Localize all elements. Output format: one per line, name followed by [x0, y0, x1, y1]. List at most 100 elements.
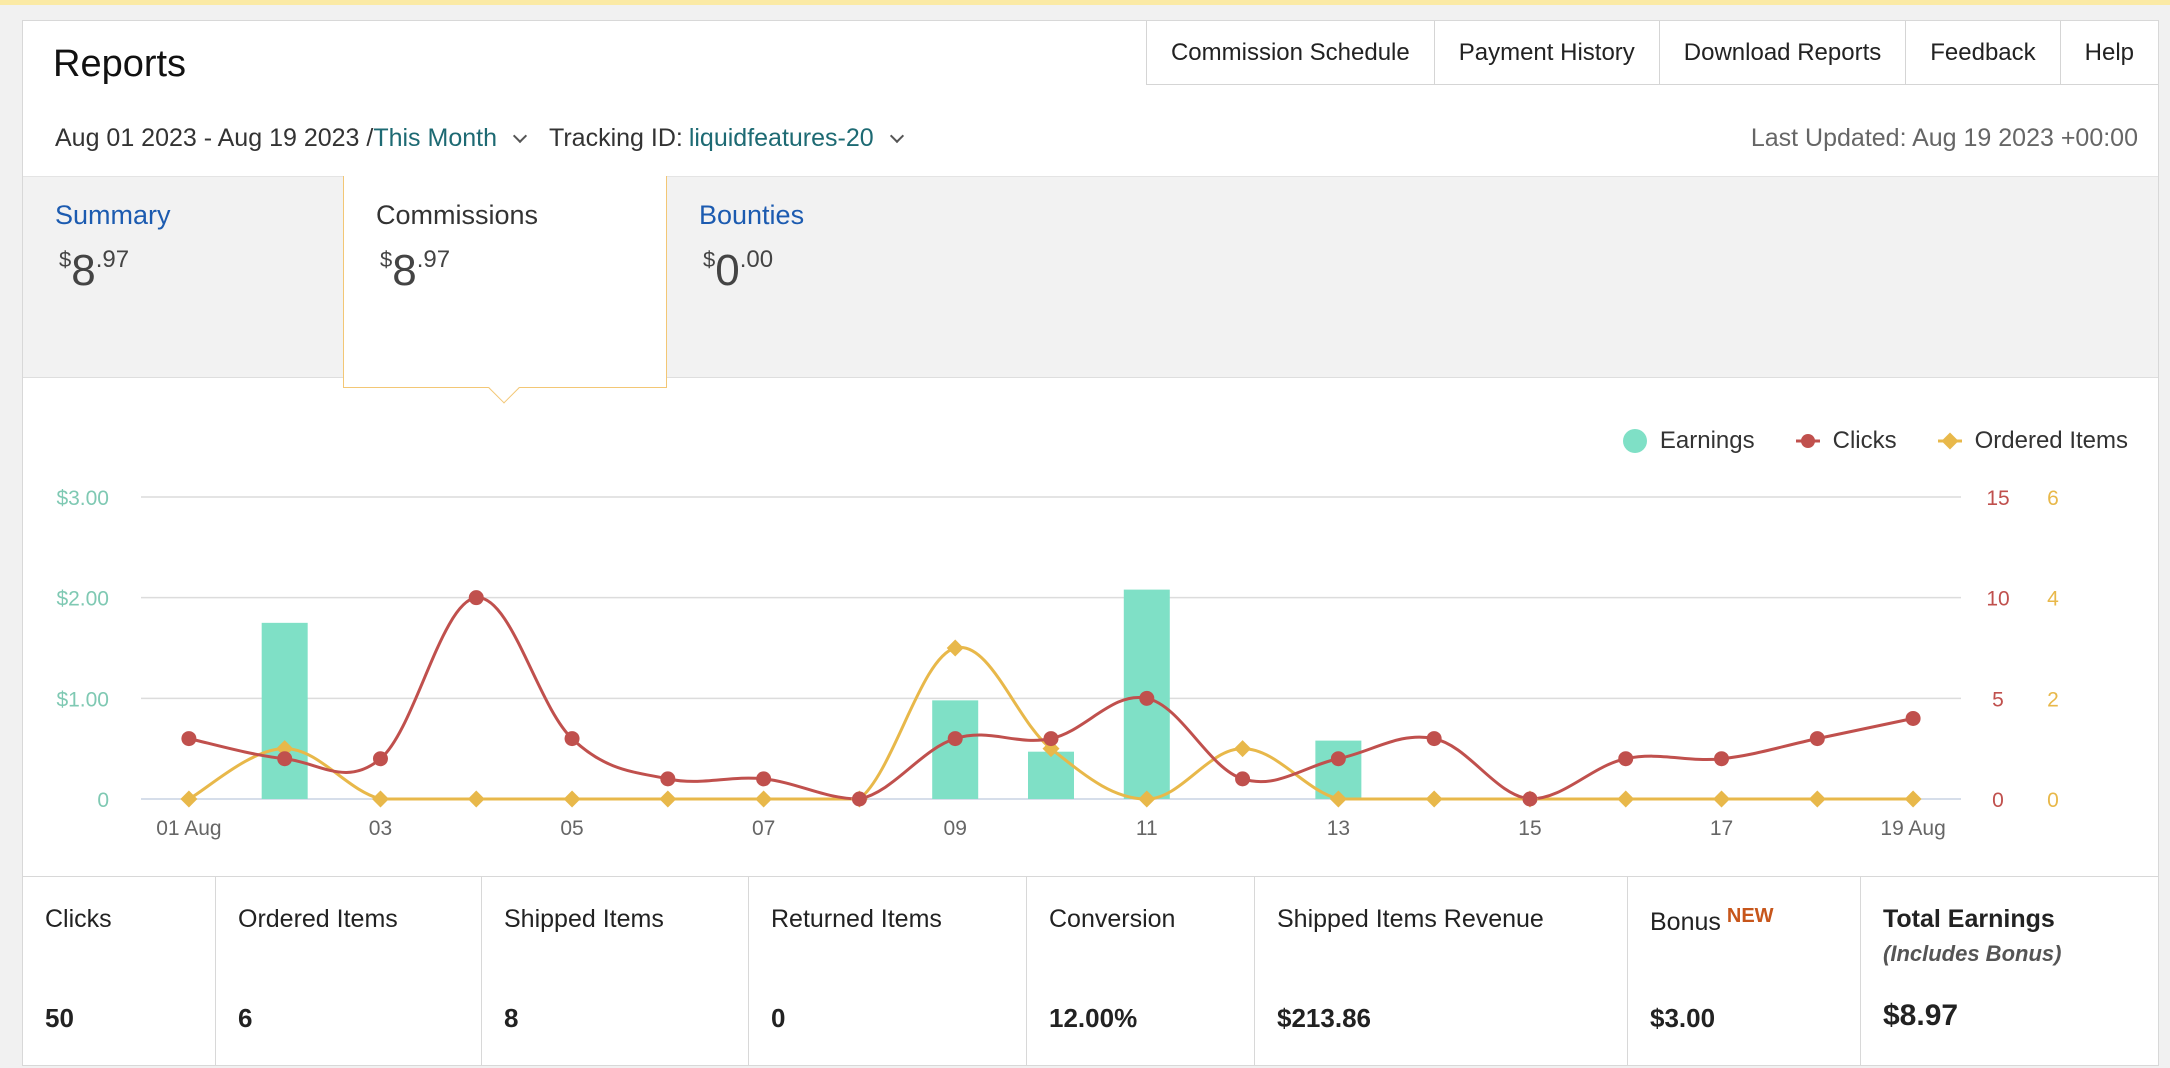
earnings-bar [932, 700, 979, 799]
x-axis-tick: 11 [1136, 817, 1158, 840]
clicks-axis-tick: 15 [1986, 487, 2009, 510]
clicks-point [1330, 751, 1346, 767]
ordered-items-point [1904, 790, 1922, 808]
top-nav: Commission Schedule Payment History Down… [1145, 21, 2158, 85]
tab-summary[interactable]: Summary $8.97 [23, 176, 343, 388]
clicks-point [1809, 731, 1825, 747]
notice-strip [0, 0, 2170, 5]
left-axis-tick: $1.00 [56, 688, 109, 711]
tab-commissions[interactable]: Commissions $8.97 [343, 176, 667, 388]
clicks-point [181, 731, 197, 747]
clicks-point [1618, 751, 1634, 767]
stat-clicks: Clicks 50 [23, 877, 216, 1066]
tab-summary-value: $8.97 [59, 246, 130, 295]
stat-shipped-items-revenue: Shipped Items Revenue $213.86 [1255, 877, 1628, 1066]
tab-bounties[interactable]: Bounties $0.00 [667, 176, 987, 388]
x-axis-tick: 01 Aug [156, 817, 221, 840]
clicks-point [660, 771, 676, 787]
last-updated: Last Updated: Aug 19 2023 +00:00 [1750, 124, 2138, 152]
left-axis-tick: $3.00 [56, 487, 109, 510]
ordered-items-axis-tick: 6 [2047, 487, 2059, 510]
clicks-axis-tick: 10 [1986, 588, 2009, 611]
stat-total-earnings: Total Earnings (Includes Bonus) $8.97 [1883, 905, 2062, 1032]
left-axis-tick: $2.00 [56, 588, 109, 611]
earnings-bar [261, 622, 308, 799]
x-axis-tick: 09 [944, 817, 967, 840]
stat-ordered-items: Ordered Items 6 [216, 877, 482, 1066]
stat-conversion: Conversion 12.00% [1027, 877, 1255, 1066]
feedback-button[interactable]: Feedback [1906, 21, 2061, 84]
legend-earnings[interactable]: Earnings [1622, 427, 1755, 455]
ordered-items-axis-tick: 4 [2047, 588, 2059, 611]
tab-commissions-value: $8.97 [380, 246, 451, 295]
chevron-down-icon[interactable] [889, 128, 904, 143]
ordered-items-point [1617, 790, 1635, 808]
ordered-items-point [1138, 790, 1156, 808]
legend-ordered-items[interactable]: Ordered Items [1937, 427, 2128, 455]
ordered-items-point [1425, 790, 1443, 808]
clicks-point [1426, 731, 1442, 747]
clicks-point [468, 590, 484, 606]
clicks-point [851, 791, 867, 807]
earnings-bar [1028, 751, 1074, 799]
earnings-legend-icon [1622, 429, 1647, 453]
x-axis-tick: 15 [1518, 817, 1541, 840]
clicks-point [1043, 731, 1059, 747]
tracking-id-label: Tracking ID: [549, 124, 683, 152]
stat-bonus: Bonus NEW $3.00 [1628, 877, 1861, 1066]
stat-returned-items: Returned Items 0 [749, 877, 1027, 1066]
commission-schedule-button[interactable]: Commission Schedule [1147, 21, 1435, 84]
tracking-id-dropdown[interactable]: liquidfeatures-20 [688, 124, 874, 152]
ordered-items-point [1234, 740, 1252, 758]
ordered-items-point [659, 790, 677, 808]
clicks-point [372, 751, 388, 767]
ordered-items-axis-tick: 2 [2047, 688, 2059, 711]
x-axis-tick: 17 [1710, 817, 1733, 840]
stat-shipped-items: Shipped Items 8 [482, 877, 749, 1066]
date-range: Aug 01 2023 - Aug 19 2023 / [55, 124, 374, 152]
clicks-point [564, 731, 580, 747]
tab-bounties-label: Bounties [699, 200, 805, 230]
ordered-items-point [563, 790, 581, 808]
ordered-items-point [371, 790, 389, 808]
period-dropdown[interactable]: This Month [373, 124, 497, 152]
filter-row: Aug 01 2023 - Aug 19 2023 / This Month T… [55, 124, 920, 153]
clicks-point [947, 731, 963, 747]
x-axis-tick: 07 [752, 817, 775, 840]
ordered-items-point [1808, 790, 1826, 808]
stats-row: Clicks 50 Ordered Items 6 Shipped Items … [23, 876, 2158, 1066]
new-badge: NEW [1726, 905, 1774, 927]
legend-clicks[interactable]: Clicks [1795, 427, 1897, 455]
page-title: Reports [53, 43, 187, 85]
clicks-point [277, 751, 293, 767]
payment-history-button[interactable]: Payment History [1435, 21, 1660, 84]
reports-panel: Reports Commission Schedule Payment Hist… [22, 20, 2159, 1066]
x-axis-tick: 13 [1327, 817, 1350, 840]
download-reports-button[interactable]: Download Reports [1660, 21, 1907, 84]
performance-chart: 0 $1.00 $2.00 $3.00 0 5 10 15 0 2 4 6 01 Aug 03 05 07 09… [23, 393, 2158, 888]
x-axis-tick: 03 [369, 817, 392, 840]
chevron-down-icon[interactable] [512, 128, 528, 143]
clicks-legend-icon [1795, 434, 1820, 448]
clicks-point [1905, 710, 1921, 726]
clicks-point [1714, 751, 1730, 767]
tab-summary-label: Summary [55, 200, 171, 230]
ordered-items-point [1713, 790, 1731, 808]
ordered-items-point [467, 790, 485, 808]
x-axis-tick: 05 [560, 817, 583, 840]
clicks-axis-tick: 0 [1992, 789, 2004, 812]
clicks-point [1235, 771, 1251, 787]
clicks-axis-tick: 5 [1992, 688, 2004, 711]
tab-bounties-value: $0.00 [703, 246, 774, 295]
tab-commissions-label: Commissions [376, 200, 539, 230]
ordered-items-axis-tick: 0 [2047, 789, 2059, 812]
earnings-bar [1315, 740, 1362, 799]
help-button[interactable]: Help [2084, 38, 2134, 66]
ordered-items-point [180, 790, 198, 808]
x-axis-tick: 19 Aug [1880, 817, 1945, 840]
left-axis-tick: 0 [97, 789, 109, 812]
ordered-items-point [946, 639, 964, 657]
ordered-items-legend-icon [1937, 432, 1962, 450]
chart-legend: Earnings Clicks Ordered Items [1582, 427, 2128, 455]
